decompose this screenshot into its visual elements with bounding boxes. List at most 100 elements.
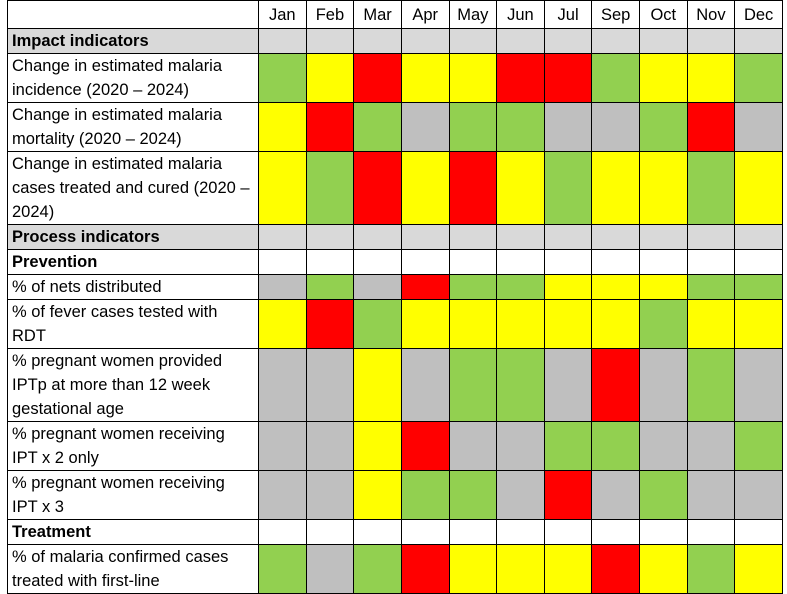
section-cell [305,249,355,275]
status-cell [400,102,450,152]
status-cell [305,299,355,349]
status-cell [400,53,450,103]
section-cell [734,28,783,54]
status-cell [258,274,307,300]
section-cell [543,224,593,250]
status-cell [400,421,450,471]
indicator-label: % of malaria confirmed cases treated wit… [7,544,259,594]
status-cell [686,151,736,225]
indicator-label: % pregnant women provided IPTp at more t… [7,348,259,422]
status-cell [734,151,783,225]
month-header: Dec [734,0,783,29]
month-header: Apr [400,0,450,29]
indicator-row: Change in estimated malaria cases treate… [7,151,783,225]
section-cell [305,224,355,250]
status-cell [591,53,640,103]
status-cell [734,53,783,103]
status-cell [639,102,688,152]
status-cell [400,274,450,300]
indicator-row: % of malaria confirmed cases treated wit… [7,544,783,594]
section-cell [258,519,307,545]
section-cell [734,519,783,545]
status-cell [353,544,402,594]
status-cell [543,274,593,300]
section-cell [639,28,688,54]
status-cell [543,421,593,471]
status-cell [639,544,688,594]
month-header: Jul [543,0,593,29]
status-cell [258,53,307,103]
status-cell [448,348,498,422]
status-cell [734,348,783,422]
status-cell [734,274,783,300]
status-cell [448,102,498,152]
section-cell [353,249,402,275]
status-cell [496,299,545,349]
status-cell [258,299,307,349]
month-header: May [448,0,498,29]
indicator-row: Impact indicators [7,28,783,54]
indicator-row: Process indicators [7,224,783,250]
section-cell [639,519,688,545]
section-label: Prevention [7,249,259,275]
status-cell [591,421,640,471]
month-header: Nov [686,0,736,29]
section-cell [591,519,640,545]
section-cell [400,224,450,250]
status-cell [353,421,402,471]
status-cell [353,53,402,103]
status-cell [496,348,545,422]
section-cell [734,249,783,275]
section-cell [686,224,736,250]
indicator-table: Jan Feb Mar Apr May Jun Jul Sep Oct Nov Dec Impact… [7,0,783,594]
status-cell [591,544,640,594]
status-cell [258,421,307,471]
status-cell [353,102,402,152]
section-cell [258,224,307,250]
section-label: Process indicators [7,224,259,250]
status-cell [448,544,498,594]
status-cell [591,102,640,152]
status-cell [686,348,736,422]
section-cell [448,224,498,250]
status-cell [258,102,307,152]
status-cell [639,274,688,300]
indicator-label: % pregnant women receiving IPT x 3 [7,470,259,520]
status-cell [305,151,355,225]
status-cell [639,299,688,349]
status-cell [496,274,545,300]
section-cell [639,224,688,250]
status-cell [543,348,593,422]
indicator-row: Change in estimated malaria incidence (2… [7,53,783,103]
status-cell [305,348,355,422]
section-cell [353,519,402,545]
section-cell [686,28,736,54]
status-cell [353,299,402,349]
status-cell [686,102,736,152]
status-cell [734,421,783,471]
indicator-row: % pregnant women receiving IPT x 2 only [7,421,783,471]
indicator-label: % pregnant women receiving IPT x 2 only [7,421,259,471]
status-cell [448,470,498,520]
status-cell [734,470,783,520]
status-cell [448,421,498,471]
status-cell [639,470,688,520]
status-cell [686,470,736,520]
status-cell [496,53,545,103]
section-cell [353,28,402,54]
indicator-row: % pregnant women provided IPTp at more t… [7,348,783,422]
indicator-label: Change in estimated malaria cases treate… [7,151,259,225]
status-cell [591,151,640,225]
status-cell [496,421,545,471]
indicator-row: Prevention [7,249,783,275]
section-cell [496,224,545,250]
section-cell [305,519,355,545]
section-cell [591,224,640,250]
section-cell [448,249,498,275]
month-header: Oct [639,0,688,29]
status-cell [686,299,736,349]
indicator-label: % of nets distributed [7,274,259,300]
status-cell [543,151,593,225]
status-cell [305,544,355,594]
